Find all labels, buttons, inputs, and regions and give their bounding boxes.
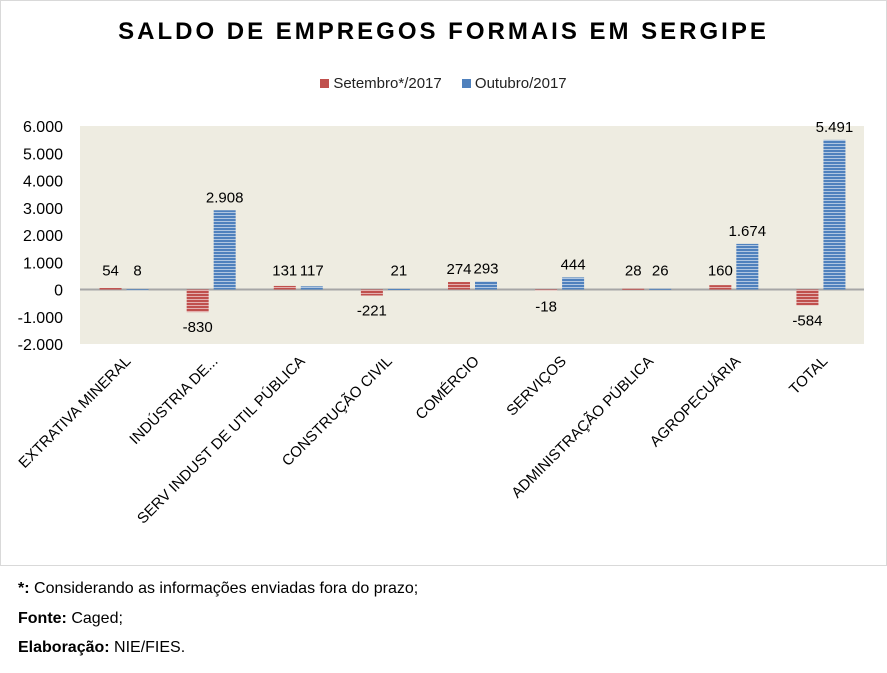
y-tick-label: 3.000 (23, 201, 63, 218)
x-tick-label: ADMINISTRAÇÃO PÚBLICA (508, 353, 657, 502)
x-tick-label: SERVIÇOS (503, 353, 570, 420)
y-tick-label: 6.000 (23, 119, 63, 136)
data-label: 117 (300, 263, 324, 280)
y-tick-label: -2.000 (18, 337, 63, 354)
bar-setembro (99, 288, 122, 290)
bar-setembro (448, 282, 470, 290)
bar-setembro (535, 289, 558, 291)
y-tick-label: 2.000 (23, 228, 63, 245)
bar-outubro (736, 243, 759, 290)
data-label: 160 (708, 263, 733, 280)
data-label: 444 (561, 256, 586, 273)
data-label: 54 (102, 263, 119, 280)
data-label: 28 (625, 263, 642, 280)
y-tick-label: -1.000 (18, 310, 63, 327)
bar-setembro (360, 289, 383, 296)
x-tick-label: EXTRATIVA MINERAL (15, 353, 134, 472)
legend: Setembro*/2017 Outubro/2017 (0, 75, 887, 92)
data-label: 26 (652, 263, 669, 280)
x-tick-label: COMÉRCIO (412, 353, 482, 423)
data-label: -584 (792, 312, 822, 329)
plot-area (80, 126, 864, 344)
data-label: 1.674 (729, 223, 767, 240)
data-label: -830 (183, 319, 213, 336)
legend-swatch-setembro (320, 79, 330, 88)
x-tick-label: TOTAL (786, 353, 831, 398)
data-label: 21 (391, 263, 408, 280)
bar-outubro (300, 286, 323, 290)
x-tick-label: SERV INDUST DE UTIL PÚBLICA (134, 353, 309, 528)
footnote-source: Fonte: Caged; (18, 610, 123, 627)
bar-outubro (562, 277, 585, 290)
bar-outubro (475, 281, 497, 290)
bar-outubro (823, 139, 846, 290)
y-tick-label: 1.000 (23, 255, 63, 272)
data-label: 274 (446, 261, 471, 278)
bar-setembro (186, 289, 209, 313)
footnote-elaboration: Elaboração: NIE/FIES. (18, 639, 186, 656)
legend-label: Outubro/2017 (474, 75, 567, 92)
bar-setembro (273, 285, 296, 290)
data-label: 8 (133, 263, 141, 280)
x-tick-label: INDÚSTRIA DE... (126, 353, 221, 448)
data-label: 2.908 (206, 189, 244, 206)
bar-setembro (709, 285, 732, 290)
bar-outubro (213, 210, 236, 290)
legend-item-outubro: Outubro/2017 (461, 75, 567, 92)
data-label: 131 (272, 263, 297, 280)
chart-title: SALDO DE EMPREGOS FORMAIS EM SERGIPE (118, 18, 769, 45)
bar-outubro (126, 289, 149, 291)
data-label: -18 (535, 299, 557, 316)
legend-label: Setembro*/2017 (333, 75, 442, 92)
bar-setembro (622, 288, 645, 290)
y-tick-label: 4.000 (23, 174, 63, 191)
legend-item-setembro: Setembro*/2017 (320, 75, 442, 92)
plot: 6.000 5.000 4.000 3.000 2.000 1.000 0 -1.000 -2.… (15, 119, 864, 528)
footnote-asterisk: *: Considerando as informações enviadas … (18, 580, 419, 597)
x-tick-label: AGROPECUÁRIA (647, 353, 744, 450)
data-label: -221 (357, 303, 387, 320)
y-tick-label: 0 (54, 283, 63, 300)
legend-swatch-outubro (461, 79, 471, 88)
data-label: 293 (473, 261, 498, 278)
data-label: 5.491 (816, 119, 854, 136)
bar-outubro (649, 288, 672, 290)
y-tick-label: 5.000 (23, 146, 63, 163)
bar-setembro (796, 289, 819, 306)
bar-outubro (387, 288, 410, 290)
